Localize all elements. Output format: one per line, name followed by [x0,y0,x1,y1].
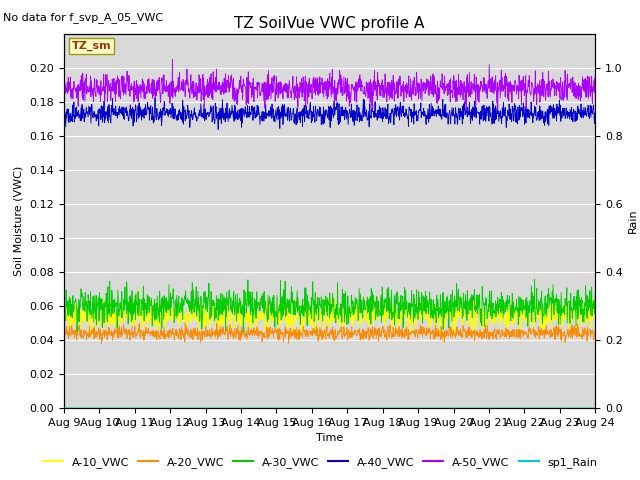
Y-axis label: Soil Moisture (VWC): Soil Moisture (VWC) [14,166,24,276]
Text: No data for f_svp_A_05_VWC: No data for f_svp_A_05_VWC [3,12,163,23]
Y-axis label: Rain: Rain [628,208,638,233]
X-axis label: Time: Time [316,433,343,443]
Title: TZ SoilVue VWC profile A: TZ SoilVue VWC profile A [234,16,425,31]
Text: TZ_sm: TZ_sm [72,41,111,51]
Legend: A-10_VWC, A-20_VWC, A-30_VWC, A-40_VWC, A-50_VWC, sp1_Rain: A-10_VWC, A-20_VWC, A-30_VWC, A-40_VWC, … [38,452,602,472]
